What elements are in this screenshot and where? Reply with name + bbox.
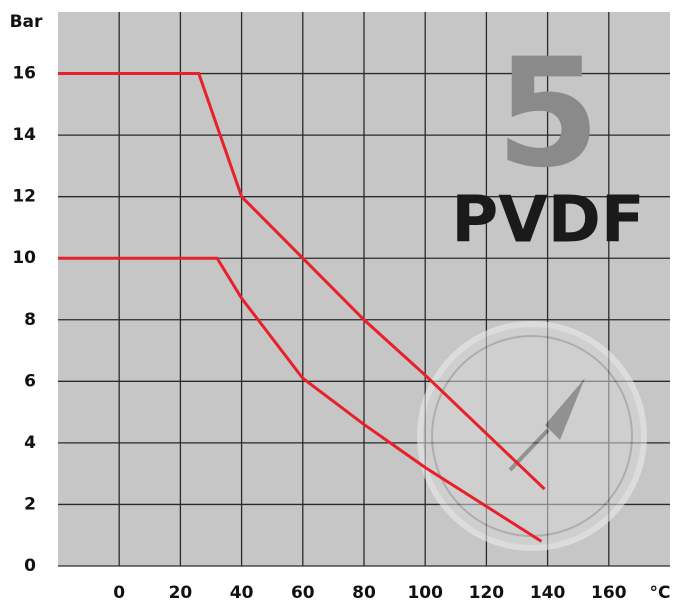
x-tick-label: 20 (169, 583, 193, 603)
x-tick-label: 140 (530, 583, 566, 603)
y-tick-label: 4 (24, 433, 36, 453)
x-axis-label: °C (650, 583, 671, 603)
annotation-label: PVDF (451, 184, 644, 258)
y-axis-label: Bar (10, 12, 43, 32)
x-tick-label: 100 (407, 583, 443, 603)
line (58, 256, 543, 543)
y-tick-label: 6 (24, 371, 36, 391)
y-tick-label: 8 (24, 310, 36, 330)
x-tick-label: 60 (291, 583, 315, 603)
y-tick-label: 12 (12, 187, 36, 207)
y-tick-label: 10 (12, 248, 36, 268)
annotation-number: 5 (496, 27, 600, 201)
y-tick-label: 16 (12, 64, 36, 84)
y-tick-label: 14 (12, 125, 36, 145)
gauge-face (417, 321, 647, 551)
gauge (417, 321, 647, 551)
line (58, 72, 546, 491)
x-tick-label: 80 (352, 583, 376, 603)
x-tick-label: 0 (113, 583, 125, 603)
x-tick-label: 120 (469, 583, 505, 603)
gauge-needle (545, 378, 585, 440)
y-tick-label: 2 (24, 494, 36, 514)
x-tick-label: 40 (230, 583, 254, 603)
x-tick-label: 160 (591, 583, 627, 603)
y-tick-label: 0 (24, 556, 36, 576)
